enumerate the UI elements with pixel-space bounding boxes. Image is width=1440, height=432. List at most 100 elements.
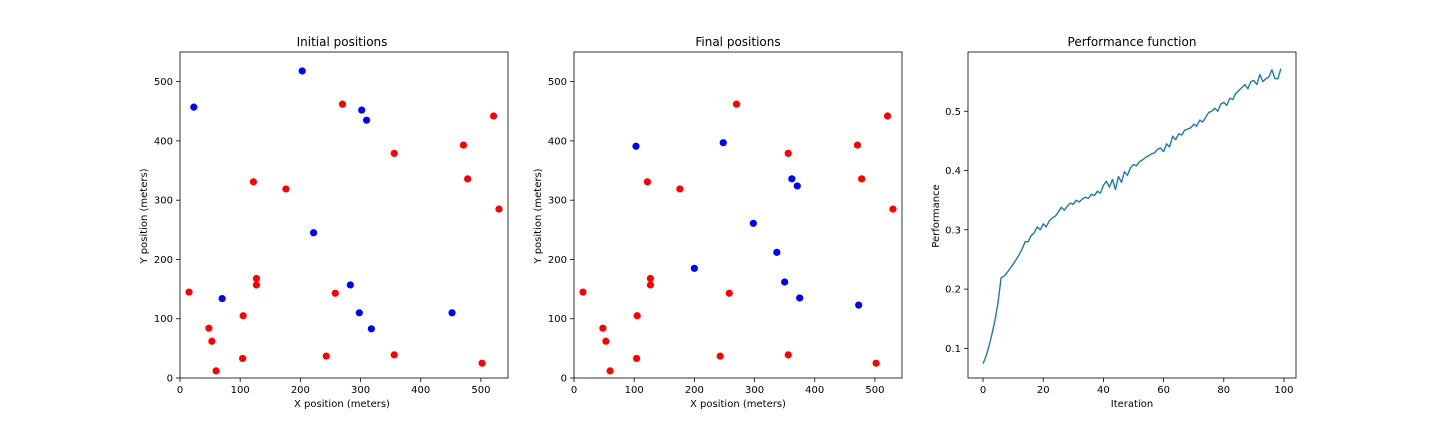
red-point: [646, 281, 655, 289]
red-point: [489, 112, 498, 120]
x-tick-label: 0: [571, 385, 577, 396]
red-point: [784, 351, 792, 359]
blue-point: [788, 175, 796, 183]
blue-point: [367, 325, 375, 333]
red-point: [633, 312, 641, 320]
x-axis-label: Iteration: [1111, 399, 1153, 410]
x-tick-label: 200: [291, 385, 310, 396]
x-tick-label: 500: [865, 385, 884, 396]
blue-point: [855, 301, 863, 309]
red-point: [853, 141, 862, 149]
blue-point: [358, 106, 366, 114]
y-tick-label: 300: [154, 196, 173, 207]
y-tick-label: 0.1: [945, 344, 961, 355]
blue-point: [690, 264, 698, 272]
y-tick-label: 500: [154, 77, 173, 88]
y-tick-label: 0.3: [945, 225, 961, 236]
x-tick-label: 100: [231, 385, 250, 396]
axes-frame: [179, 51, 509, 379]
y-axis-label: Y position (meters): [139, 168, 150, 264]
panel-initial-positions: Initial positions X position (meters) Y …: [139, 35, 509, 410]
y-axis-label: Performance: [931, 184, 942, 247]
x-tick-label: 100: [625, 385, 644, 396]
blue-point: [298, 67, 306, 75]
red-point: [676, 185, 684, 193]
red-point: [390, 149, 398, 157]
red-point: [495, 205, 503, 213]
y-tick-label: 200: [548, 255, 567, 266]
y-tick-label: 300: [548, 196, 567, 207]
blue-point: [793, 182, 801, 190]
y-tick-label: 0: [167, 374, 173, 385]
y-tick-label: 200: [154, 255, 173, 266]
red-point: [464, 175, 472, 183]
blue-point: [190, 103, 198, 111]
x-axis-label: X position (meters): [294, 399, 390, 410]
x-axis-label: X position (meters): [690, 399, 786, 410]
red-point: [322, 352, 330, 360]
x-tick-label: 40: [1097, 385, 1110, 396]
red-point: [732, 100, 741, 108]
x-tick-label: 20: [1037, 385, 1050, 396]
y-tick-label: 400: [154, 136, 173, 147]
red-point: [249, 178, 258, 186]
y-tick-label: 0.2: [945, 285, 961, 296]
blue-point: [355, 309, 363, 317]
red-point: [390, 351, 398, 359]
y-tick-label: 400: [548, 136, 567, 147]
blue-point: [749, 219, 757, 227]
y-tick-label: 0.5: [945, 107, 961, 118]
x-tick-label: 300: [745, 385, 764, 396]
performance-line: [982, 68, 1282, 365]
chart-title: Initial positions: [297, 35, 388, 49]
red-point: [212, 367, 220, 375]
axes-frame: [967, 51, 1297, 379]
y-tick-label: 500: [548, 77, 567, 88]
red-point: [716, 352, 724, 360]
red-point: [784, 149, 792, 157]
x-tick-label: 200: [685, 385, 704, 396]
red-point: [282, 185, 290, 193]
y-tick-label: 100: [154, 314, 173, 325]
chart-title: Final positions: [695, 35, 780, 49]
x-tick-label: 400: [411, 385, 430, 396]
panel-final-positions: Final positions X position (meters) Y po…: [533, 35, 903, 410]
blue-point: [310, 229, 318, 237]
red-point: [459, 141, 468, 149]
red-point: [185, 288, 193, 296]
red-point: [632, 354, 641, 363]
y-tick-label: 0.4: [945, 166, 961, 177]
axes-frame: [573, 51, 903, 379]
red-point: [646, 274, 655, 283]
blue-point: [362, 116, 371, 124]
x-tick-label: 0: [980, 385, 986, 396]
red-point: [208, 337, 216, 345]
blue-point: [448, 309, 456, 317]
red-point: [338, 100, 347, 108]
red-point: [238, 354, 247, 363]
red-point: [602, 337, 610, 345]
red-point: [205, 324, 213, 332]
red-point: [858, 175, 866, 183]
x-tick-label: 80: [1217, 385, 1230, 396]
y-tick-label: 100: [548, 314, 567, 325]
y-axis-label: Y position (meters): [533, 168, 544, 264]
x-tick-label: 300: [351, 385, 370, 396]
x-tick-label: 400: [805, 385, 824, 396]
x-tick-label: 500: [471, 385, 490, 396]
red-point: [579, 288, 587, 296]
chart-title: Performance function: [1068, 35, 1197, 49]
x-tick-label: 60: [1157, 385, 1170, 396]
y-tick-label: 0: [561, 374, 567, 385]
x-tick-label: 100: [1274, 385, 1293, 396]
red-point: [883, 112, 892, 120]
red-point: [889, 205, 897, 213]
red-point: [331, 289, 339, 297]
red-point: [252, 274, 261, 283]
red-point: [599, 324, 607, 332]
blue-point: [346, 281, 354, 289]
blue-point: [781, 278, 789, 286]
red-point: [643, 178, 652, 186]
blue-point: [218, 294, 226, 303]
